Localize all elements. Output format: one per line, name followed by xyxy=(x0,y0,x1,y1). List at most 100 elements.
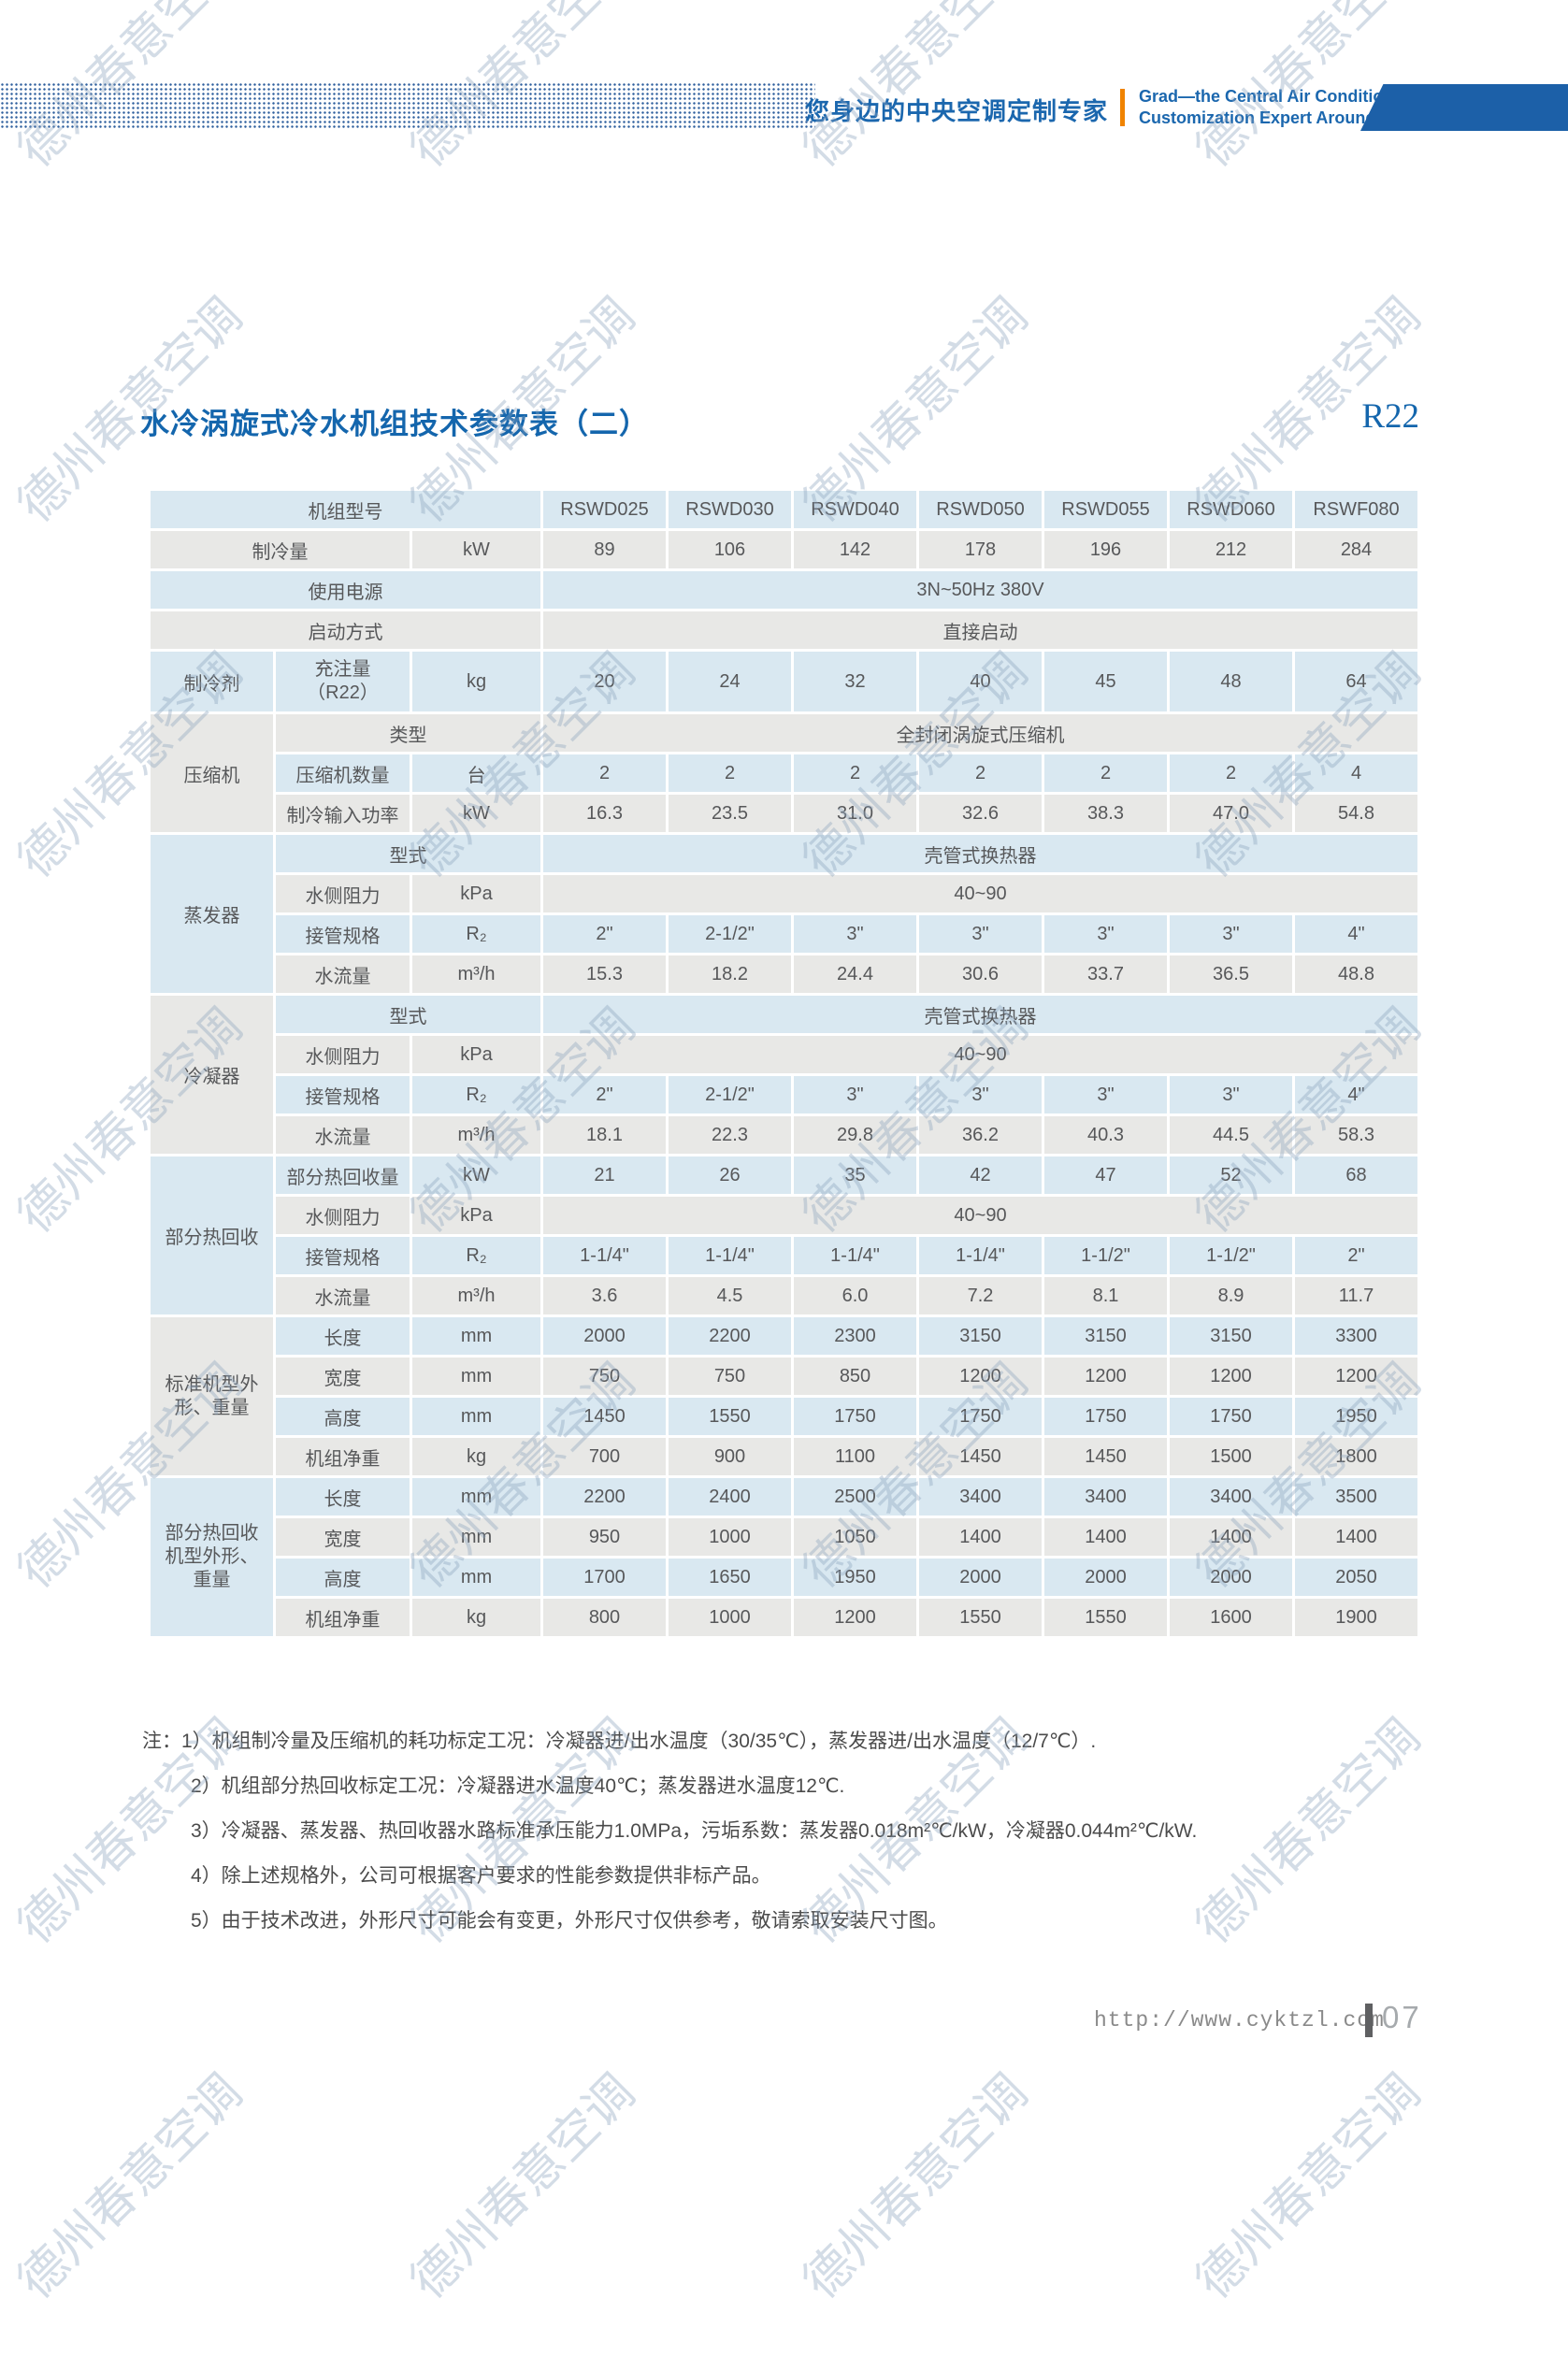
value-cell: 3400 xyxy=(1044,1478,1167,1516)
value-cell: 2050 xyxy=(1295,1559,1417,1596)
row-label: 水侧阻力 xyxy=(276,1036,410,1073)
value-cell: 2 xyxy=(919,754,1042,792)
value-cell: 850 xyxy=(794,1358,916,1395)
value-cell: 15.3 xyxy=(543,955,666,993)
value-cell: 750 xyxy=(543,1358,666,1395)
row-unit: mm xyxy=(412,1317,540,1355)
row-label: 类型 xyxy=(276,714,540,752)
value-cell: 2000 xyxy=(1044,1559,1167,1596)
value-cell: 7.2 xyxy=(919,1277,1042,1314)
value-cell: 2000 xyxy=(543,1317,666,1355)
table-row-condenser-flow: 水流量 m³/h 18.1 22.3 29.8 36.2 40.3 44.5 5… xyxy=(151,1116,1417,1154)
value-cell: 6.0 xyxy=(794,1277,916,1314)
value-cell: 3" xyxy=(794,915,916,953)
value-cell: 1000 xyxy=(669,1518,791,1556)
value-cell: 全封闭涡旋式压缩机 xyxy=(543,714,1417,752)
note-line: 3）冷凝器、蒸发器、热回收器水路标准承压能力1.0MPa，污垢系数：蒸发器0.0… xyxy=(142,1816,1395,1847)
value-cell: 54.8 xyxy=(1295,795,1417,832)
row-unit: kW xyxy=(412,795,540,832)
value-cell: 20 xyxy=(543,652,666,711)
row-unit: m³/h xyxy=(412,955,540,993)
value-cell: 284 xyxy=(1295,531,1417,568)
value-cell: 1950 xyxy=(1295,1398,1417,1435)
row-unit: mm xyxy=(412,1358,540,1395)
dotted-pattern-band xyxy=(0,82,815,129)
table-row-standard-height: 高度 mm 1450 1550 1750 1750 1750 1750 1950 xyxy=(151,1398,1417,1435)
row-label: 接管规格 xyxy=(276,1076,410,1113)
row-unit: 台 xyxy=(412,754,540,792)
value-cell: 2 xyxy=(1170,754,1292,792)
row-label: 接管规格 xyxy=(276,915,410,953)
page-number: 07 xyxy=(1382,2000,1422,2034)
value-cell: 2500 xyxy=(794,1478,916,1516)
value-cell: 40 xyxy=(919,652,1042,711)
value-cell: 32 xyxy=(794,652,916,711)
value-cell: 4.5 xyxy=(669,1277,791,1314)
value-cell: 1600 xyxy=(1170,1599,1292,1636)
value-cell: 1-1/4" xyxy=(794,1237,916,1274)
row-unit: mm xyxy=(412,1478,540,1516)
value-cell: 3.6 xyxy=(543,1277,666,1314)
value-cell: 4" xyxy=(1295,915,1417,953)
value-cell: 1200 xyxy=(794,1599,916,1636)
model-cell: RSWD025 xyxy=(543,491,666,528)
row-unit: kPa xyxy=(412,1197,540,1234)
value-cell: 2400 xyxy=(669,1478,791,1516)
value-cell: 1800 xyxy=(1295,1438,1417,1475)
value-cell: 29.8 xyxy=(794,1116,916,1154)
model-cell: RSWD040 xyxy=(794,491,916,528)
row-label: 制冷量 xyxy=(151,531,410,568)
value-cell: 2 xyxy=(669,754,791,792)
value-cell: 1200 xyxy=(919,1358,1042,1395)
value-cell: 2-1/2" xyxy=(669,915,791,953)
row-label: 水流量 xyxy=(276,1277,410,1314)
value-cell: 1100 xyxy=(794,1438,916,1475)
value-cell: 44.5 xyxy=(1170,1116,1292,1154)
row-unit: R₂ xyxy=(412,1076,540,1113)
value-cell: 31.0 xyxy=(794,795,916,832)
value-cell: 1400 xyxy=(1170,1518,1292,1556)
model-cell: RSWD050 xyxy=(919,491,1042,528)
value-cell: 21 xyxy=(543,1156,666,1194)
value-cell: 40~90 xyxy=(543,875,1417,912)
value-cell: 212 xyxy=(1170,531,1292,568)
value-cell: 2 xyxy=(794,754,916,792)
value-cell: 2000 xyxy=(1170,1559,1292,1596)
value-cell: 1200 xyxy=(1170,1358,1292,1395)
value-cell: 950 xyxy=(543,1518,666,1556)
group-label: 制冷剂 xyxy=(151,652,273,711)
note-text: 3）冷凝器、蒸发器、热回收器水路标准承压能力1.0MPa，污垢系数：蒸发器0.0… xyxy=(191,1820,1198,1842)
table-row-condenser-pipe: 接管规格 R₂ 2" 2-1/2" 3" 3" 3" 3" 4" xyxy=(151,1076,1417,1113)
table-row-condenser-resistance: 水侧阻力 kPa 40~90 xyxy=(151,1036,1417,1073)
value-cell: 1750 xyxy=(794,1398,916,1435)
value-cell: 38.3 xyxy=(1044,795,1167,832)
header-slogan-en-line2: Customization Expert Around You xyxy=(1139,108,1411,127)
footer-url: http://www.cyktzl.com xyxy=(1094,2008,1385,2033)
note-text: 2）机组部分热回收标定工况：冷凝器进水温度40℃；蒸发器进水温度12℃. xyxy=(191,1775,845,1797)
table-row-hr-weight: 机组净重 kg 800 1000 1200 1550 1550 1600 190… xyxy=(151,1599,1417,1636)
value-cell: 40.3 xyxy=(1044,1116,1167,1154)
group-label: 冷凝器 xyxy=(151,996,273,1154)
value-cell: 32.6 xyxy=(919,795,1042,832)
value-cell: 3150 xyxy=(919,1317,1042,1355)
value-cell: 64 xyxy=(1295,652,1417,711)
row-label: 型式 xyxy=(276,996,540,1033)
value-cell: 3" xyxy=(919,1076,1042,1113)
row-label: 长度 xyxy=(276,1317,410,1355)
value-cell: 2 xyxy=(1044,754,1167,792)
watermark-text: 德州春意空调 xyxy=(7,2064,252,2309)
note-text: 5）由于技术改进，外形尺寸可能会有变更，外形尺寸仅供参考，敬请索取安装尺寸图。 xyxy=(191,1910,948,1932)
group-label: 部分热回收 机型外形、 重量 xyxy=(151,1478,273,1636)
table-row-standard-weight: 机组净重 kg 700 900 1100 1450 1450 1500 1800 xyxy=(151,1438,1417,1475)
table-row-models: 机组型号 RSWD025 RSWD030 RSWD040 RSWD050 RSW… xyxy=(151,491,1417,528)
value-cell: 4" xyxy=(1295,1076,1417,1113)
group-label: 蒸发器 xyxy=(151,835,273,993)
value-cell: 1000 xyxy=(669,1599,791,1636)
value-cell: 30.6 xyxy=(919,955,1042,993)
group-label: 标准机型外 形、重量 xyxy=(151,1317,273,1475)
model-cell: RSWD060 xyxy=(1170,491,1292,528)
value-cell: 45 xyxy=(1044,652,1167,711)
row-label: 使用电源 xyxy=(151,571,540,609)
value-cell: 1750 xyxy=(1170,1398,1292,1435)
row-label: 宽度 xyxy=(276,1518,410,1556)
